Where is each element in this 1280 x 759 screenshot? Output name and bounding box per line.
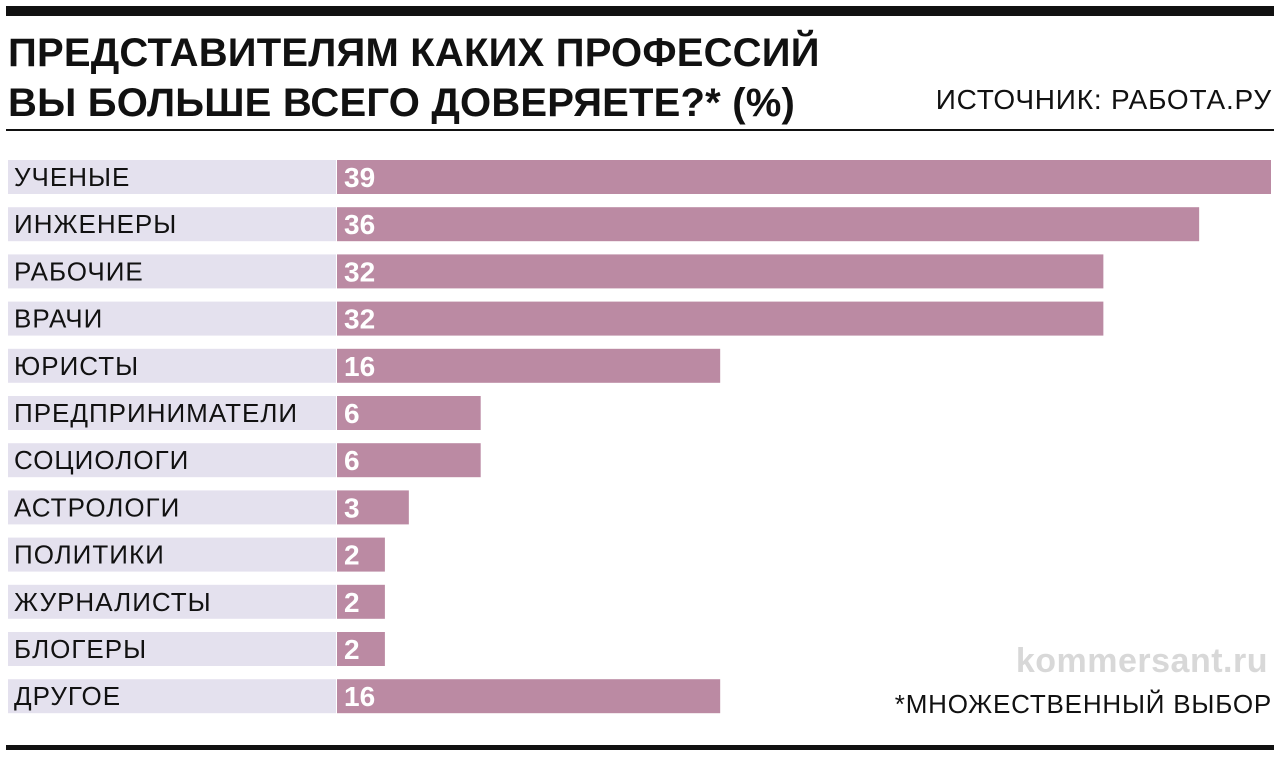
chart-title-line-2: ВЫ БОЛЬШЕ ВСЕГО ДОВЕРЯЕТЕ?* (%) <box>8 81 796 125</box>
category-label-bg <box>8 632 336 666</box>
category-label: ЖУРНАЛИСТЫ <box>14 587 212 617</box>
data-label: 2 <box>344 587 360 618</box>
category-label-bg <box>8 160 336 194</box>
category-label-bg <box>8 396 336 430</box>
footnote: *МНОЖЕСТВЕННЫЙ ВЫБОР <box>894 689 1272 719</box>
data-label: 36 <box>344 209 375 240</box>
data-label: 16 <box>344 681 375 712</box>
category-label-bg <box>8 301 336 336</box>
chart-title: ПРЕДСТАВИТЕЛЯМ КАКИХ ПРОФЕССИЙ ВЫ БОЛЬШЕ… <box>8 28 820 128</box>
category-label-bg <box>8 584 336 619</box>
bar <box>337 679 721 714</box>
bar <box>337 537 385 572</box>
category-label: ПОЛИТИКИ <box>14 540 165 570</box>
category-label: ЮРИСТЫ <box>14 351 139 381</box>
top-rule <box>6 6 1274 16</box>
chart-title-line-1: ПРЕДСТАВИТЕЛЯМ КАКИХ ПРОФЕССИЙ <box>8 31 820 75</box>
bar <box>337 584 385 619</box>
bottom-rule <box>6 745 1274 750</box>
category-label: ИНЖЕНЕРЫ <box>14 209 177 239</box>
bar <box>337 160 1271 194</box>
bar <box>337 207 1200 242</box>
category-label-bg <box>8 679 336 714</box>
category-label: ПРЕДПРИНИМАТЕЛИ <box>14 398 298 428</box>
bar <box>337 301 1104 336</box>
watermark: kommersant.ru <box>1015 642 1268 680</box>
bar <box>337 490 409 525</box>
data-label: 39 <box>344 162 375 193</box>
bar <box>337 396 481 430</box>
data-label: 3 <box>344 492 360 523</box>
data-label: 32 <box>344 304 375 335</box>
category-label: ВРАЧИ <box>14 304 103 334</box>
category-label-bg <box>8 348 336 383</box>
source-label: ИСТОЧНИК: РАБОТА.РУ <box>935 84 1272 115</box>
category-label: РАБОЧИЕ <box>14 256 144 286</box>
category-label: ДРУГОЕ <box>14 681 121 711</box>
category-label: УЧЕНЫЕ <box>14 162 130 192</box>
category-label-bg <box>8 490 336 525</box>
bar <box>337 443 481 478</box>
bar <box>337 632 385 666</box>
bar <box>337 254 1104 289</box>
data-label: 6 <box>344 445 360 476</box>
category-label: БЛОГЕРЫ <box>14 634 147 664</box>
category-label-bg <box>8 207 336 242</box>
data-label: 2 <box>344 634 360 665</box>
category-label-bg <box>8 537 336 572</box>
data-label: 16 <box>344 351 375 382</box>
header-rule <box>6 129 1274 131</box>
category-label: АСТРОЛОГИ <box>14 492 180 522</box>
category-label-bg <box>8 443 336 478</box>
category-label-bg <box>8 254 336 289</box>
data-label: 32 <box>344 256 375 287</box>
bar <box>337 348 721 383</box>
data-label: 2 <box>344 540 360 571</box>
data-label: 6 <box>344 398 360 429</box>
category-label: СОЦИОЛОГИ <box>14 445 189 475</box>
